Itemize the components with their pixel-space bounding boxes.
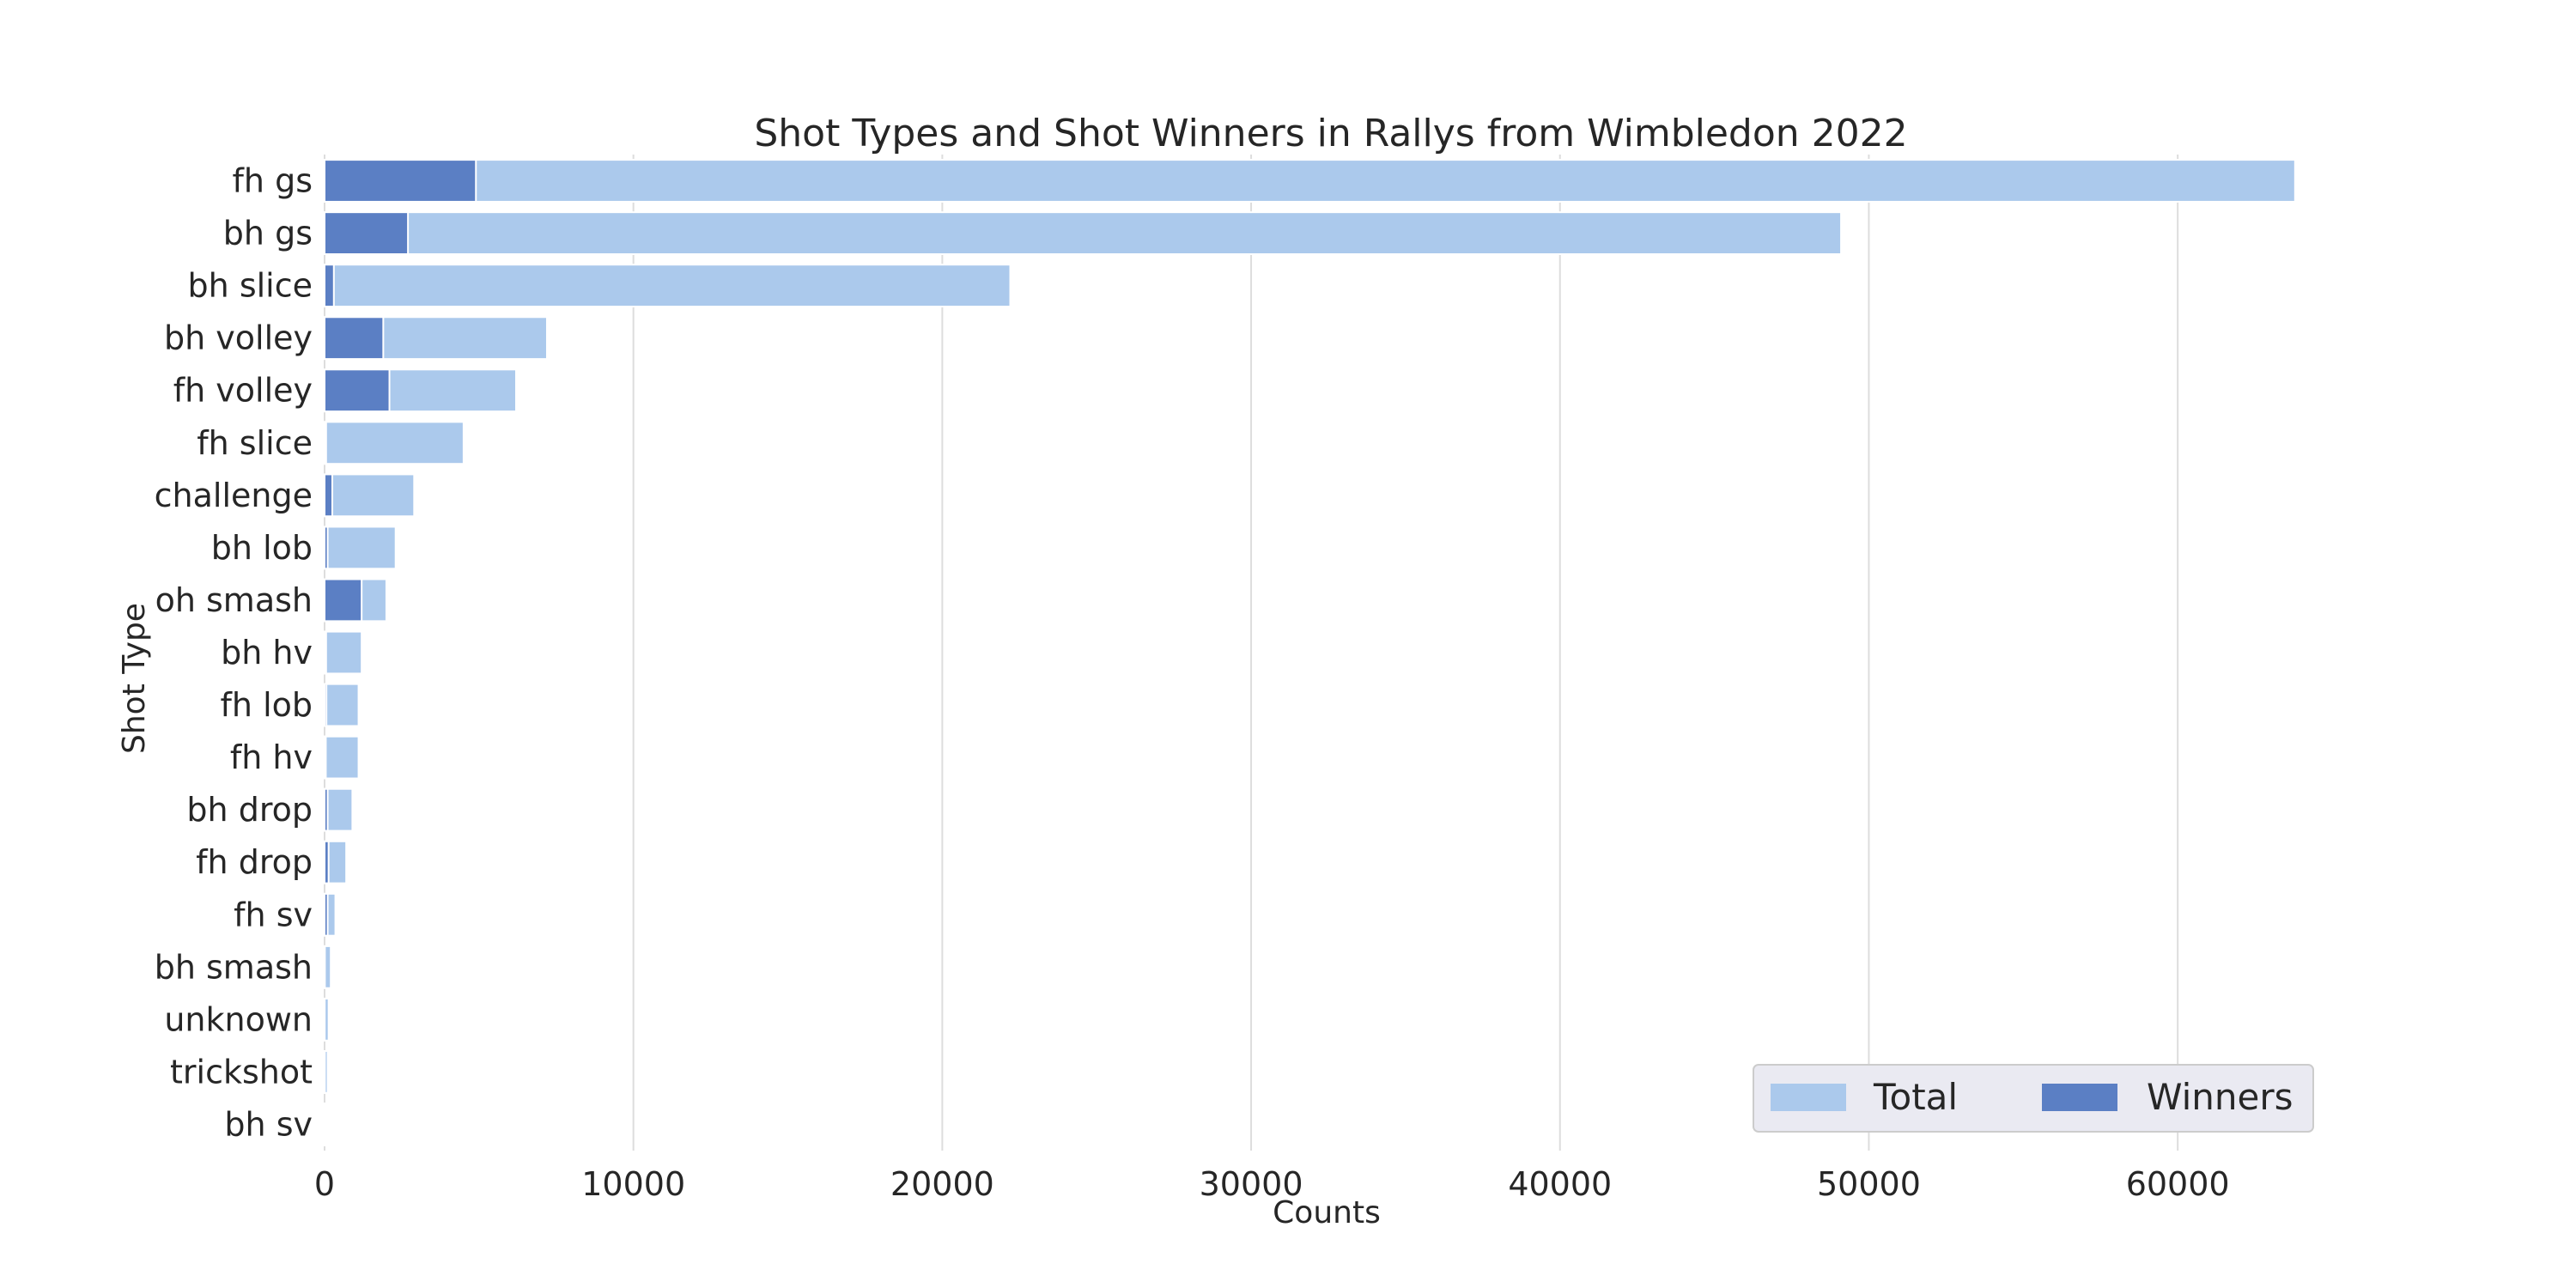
total-bars [324, 159, 2296, 1146]
total-bar [324, 787, 354, 832]
y-tick-label: challenge [155, 477, 313, 514]
winners-bar [324, 683, 328, 727]
y-tick-label: fh slice [197, 424, 313, 462]
legend-label-total: Total [1873, 1076, 1958, 1118]
winners-bar [324, 473, 333, 518]
y-tick-label: trickshot [170, 1053, 313, 1091]
total-bar [324, 630, 363, 675]
y-tick-label: bh volley [164, 319, 313, 357]
total-bar [324, 159, 2296, 203]
x-axis-label: Counts [1273, 1195, 1381, 1230]
legend-label-winners: Winners [2147, 1076, 2293, 1118]
y-tick-label: bh sv [224, 1105, 313, 1143]
y-tick-label: bh drop [186, 791, 313, 829]
x-tick-labels: 0 10000 20000 30000 40000 50000 60000 [314, 1165, 2230, 1203]
y-tick-label: bh gs [223, 215, 313, 252]
total-bar [324, 421, 465, 465]
y-tick-label: bh lob [211, 529, 313, 567]
winners-bar [324, 316, 385, 361]
total-bar [324, 683, 360, 727]
total-bar [324, 526, 397, 570]
y-tick-label: fh hv [230, 738, 313, 776]
x-tick-label: 10000 [581, 1165, 685, 1203]
y-tick-label: unknown [164, 1000, 313, 1038]
legend-frame [1753, 1064, 2314, 1133]
winners-bar [324, 211, 410, 256]
winners-bars [324, 159, 477, 1146]
y-tick-label: bh slice [188, 267, 313, 305]
chart-title: Shot Types and Shot Winners in Rallys fr… [754, 112, 1907, 155]
x-tick-label: 40000 [1508, 1165, 1612, 1203]
x-tick-label: 30000 [1200, 1165, 1303, 1203]
y-tick-labels: fh gs bh gs bh slice bh volley fh volley fh s… [155, 162, 313, 1144]
x-tick-label: 60000 [2126, 1165, 2230, 1203]
legend-swatch-winners [2042, 1084, 2117, 1111]
y-tick-label: fh sv [234, 896, 313, 933]
winners-bar [324, 159, 477, 203]
x-tick-label: 0 [314, 1165, 335, 1203]
legend: Total Winners [1753, 1064, 2314, 1133]
x-tick-label: 20000 [890, 1165, 994, 1203]
x-tick-label: 50000 [1817, 1165, 1921, 1203]
total-bar [324, 211, 1843, 256]
winners-bar [324, 578, 363, 623]
winners-bar [324, 630, 327, 675]
winners-bar [324, 421, 327, 465]
y-tick-label: fh volley [173, 372, 313, 410]
y-tick-label: fh gs [233, 162, 313, 200]
y-tick-label: fh drop [196, 843, 313, 881]
grid-lines [324, 155, 2179, 1151]
winners-bar [324, 264, 335, 308]
winners-bar [324, 892, 329, 937]
total-bar [324, 735, 360, 780]
y-tick-label: fh lob [221, 686, 313, 724]
winners-bar [324, 526, 329, 570]
y-tick-label: oh smash [155, 581, 313, 619]
winners-bar [324, 787, 329, 832]
y-tick-label: bh hv [221, 634, 313, 671]
y-tick-label: bh smash [155, 948, 313, 986]
y-axis-label: Shot Type [117, 603, 152, 754]
total-bar [324, 473, 416, 518]
total-bar [324, 264, 1012, 308]
winners-bar [324, 368, 391, 413]
legend-swatch-total [1771, 1084, 1846, 1111]
winners-bar [324, 840, 330, 884]
